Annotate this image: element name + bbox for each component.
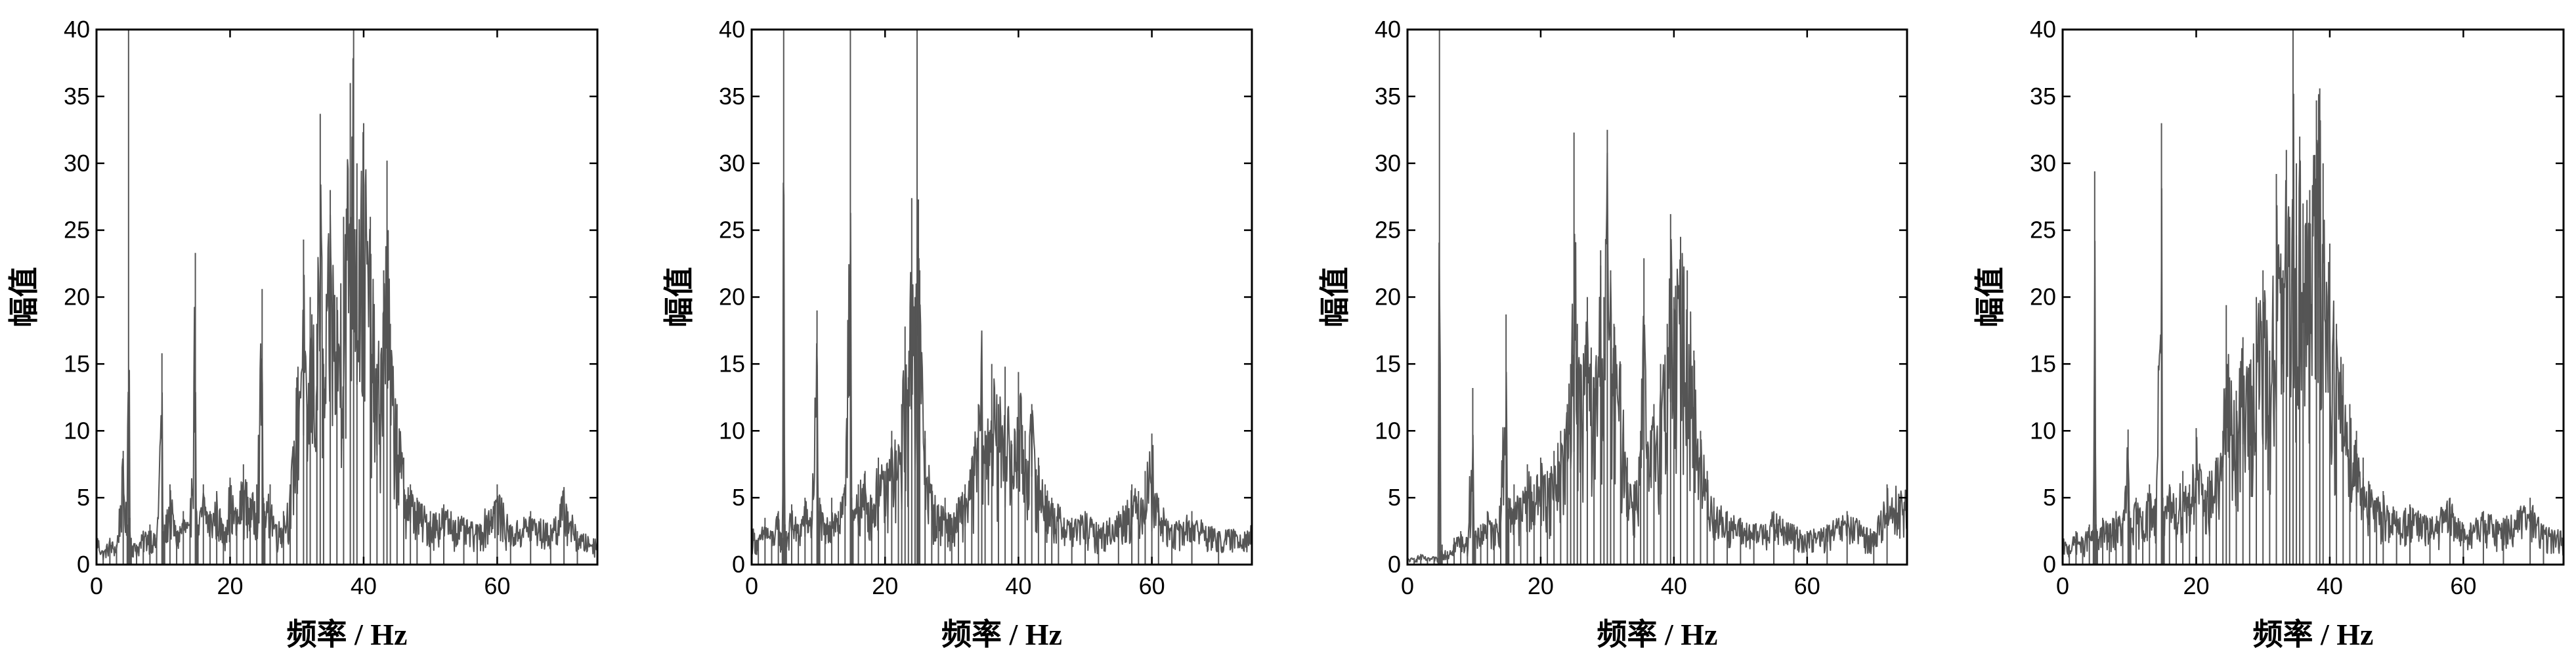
x-tick-label: 20 [1528, 572, 1554, 599]
spectrum-line-4 [2063, 93, 2564, 558]
x-tick-label: 0 [745, 572, 758, 599]
y-tick-label: 25 [1375, 217, 1401, 244]
y-tick-label: 20 [1375, 284, 1401, 311]
x-axis-title: 频率 / Hz [287, 618, 408, 651]
x-tick-label: 40 [1661, 572, 1687, 599]
y-tick-label: 5 [732, 484, 745, 511]
y-tick-label: 35 [1375, 83, 1401, 110]
y-axis-title: 幅值 [7, 267, 41, 328]
plot-frame-1 [95, 28, 599, 566]
y-tick-label: 5 [1388, 484, 1401, 511]
x-tick-label: 0 [90, 572, 103, 599]
x-tick-label: 40 [1005, 572, 1031, 599]
x-tick-label: 0 [1401, 572, 1414, 599]
y-tick-label: 0 [732, 551, 745, 578]
y-axis-title: 幅值 [662, 267, 696, 328]
y-tick-label: 25 [2030, 217, 2056, 244]
x-tick-label: 60 [2450, 572, 2476, 599]
y-tick-label: 5 [77, 484, 90, 511]
spectrum-line-1 [97, 58, 597, 561]
x-tick-label: 20 [872, 572, 898, 599]
spectrum-peaks-1 [97, 30, 597, 565]
y-tick-label: 35 [719, 83, 745, 110]
y-tick-label: 0 [1388, 551, 1401, 578]
x-tick-label: 20 [217, 572, 243, 599]
x-axis-title: 频率 / Hz [2253, 618, 2374, 651]
y-tick-label: 15 [1375, 350, 1401, 377]
plot-frame-3 [1406, 28, 1908, 566]
y-tick-label: 35 [64, 83, 90, 110]
x-tick-label: 60 [1794, 572, 1820, 599]
y-tick-label: 15 [64, 350, 90, 377]
spectrum-peaks-2 [752, 30, 1252, 565]
y-axis-title: 幅值 [1973, 267, 2007, 328]
y-tick-label: 20 [64, 284, 90, 311]
y-tick-label: 40 [64, 16, 90, 43]
y-tick-label: 20 [719, 284, 745, 311]
y-tick-label: 5 [2043, 484, 2056, 511]
x-axis-title: 频率 / Hz [941, 618, 1062, 651]
spectrum-line-2 [752, 182, 1252, 555]
y-tick-label: 30 [64, 150, 90, 177]
x-tick-label: 60 [484, 572, 510, 599]
spectrum-peaks-4 [2063, 30, 2564, 565]
x-tick-label: 60 [1139, 572, 1165, 599]
y-tick-label: 0 [2043, 551, 2056, 578]
chart-panel-2: 0 5 10 15 20 25 30 35 40 0 20 40 60 频率 / Hz 幅值 [662, 16, 1253, 651]
y-tick-label: 30 [719, 150, 745, 177]
y-tick-label: 40 [719, 16, 745, 43]
y-tick-label: 10 [2030, 417, 2056, 444]
y-tick-label: 20 [2030, 284, 2056, 311]
y-tick-label: 25 [719, 217, 745, 244]
x-tick-label: 0 [2056, 572, 2069, 599]
y-tick-label: 10 [719, 417, 745, 444]
y-tick-label: 30 [2030, 150, 2056, 177]
spectrum-peaks-3 [1407, 30, 1907, 565]
y-tick-label: 15 [719, 350, 745, 377]
x-tick-label: 40 [351, 572, 377, 599]
y-tick-label: 10 [1375, 417, 1401, 444]
y-tick-label: 15 [2030, 350, 2056, 377]
y-tick-label: 40 [2030, 16, 2056, 43]
chart-panel-4: 0 5 10 15 20 25 30 35 40 0 20 40 60 频率 / Hz 幅值 [1973, 16, 2565, 651]
x-tick-label: 40 [2317, 572, 2343, 599]
x-axis-title: 频率 / Hz [1597, 618, 1718, 651]
y-axis-title: 幅值 [1318, 267, 1352, 328]
chart-panel-1: 0 5 10 15 20 25 30 35 40 0 20 40 60 频率 / Hz 幅值 [7, 16, 599, 651]
y-tick-label: 0 [77, 551, 90, 578]
plot-frame-4 [2061, 28, 2565, 566]
y-tick-label: 25 [64, 217, 90, 244]
y-tick-label: 10 [64, 417, 90, 444]
x-tick-label: 20 [2183, 572, 2209, 599]
y-tick-label: 40 [1375, 16, 1401, 43]
spectrum-line-3 [1407, 152, 1907, 563]
y-tick-label: 30 [1375, 150, 1401, 177]
chart-panel-3: 0 5 10 15 20 25 30 35 40 0 20 40 60 频率 / Hz 幅值 [1318, 16, 1908, 651]
y-tick-label: 35 [2030, 83, 2056, 110]
